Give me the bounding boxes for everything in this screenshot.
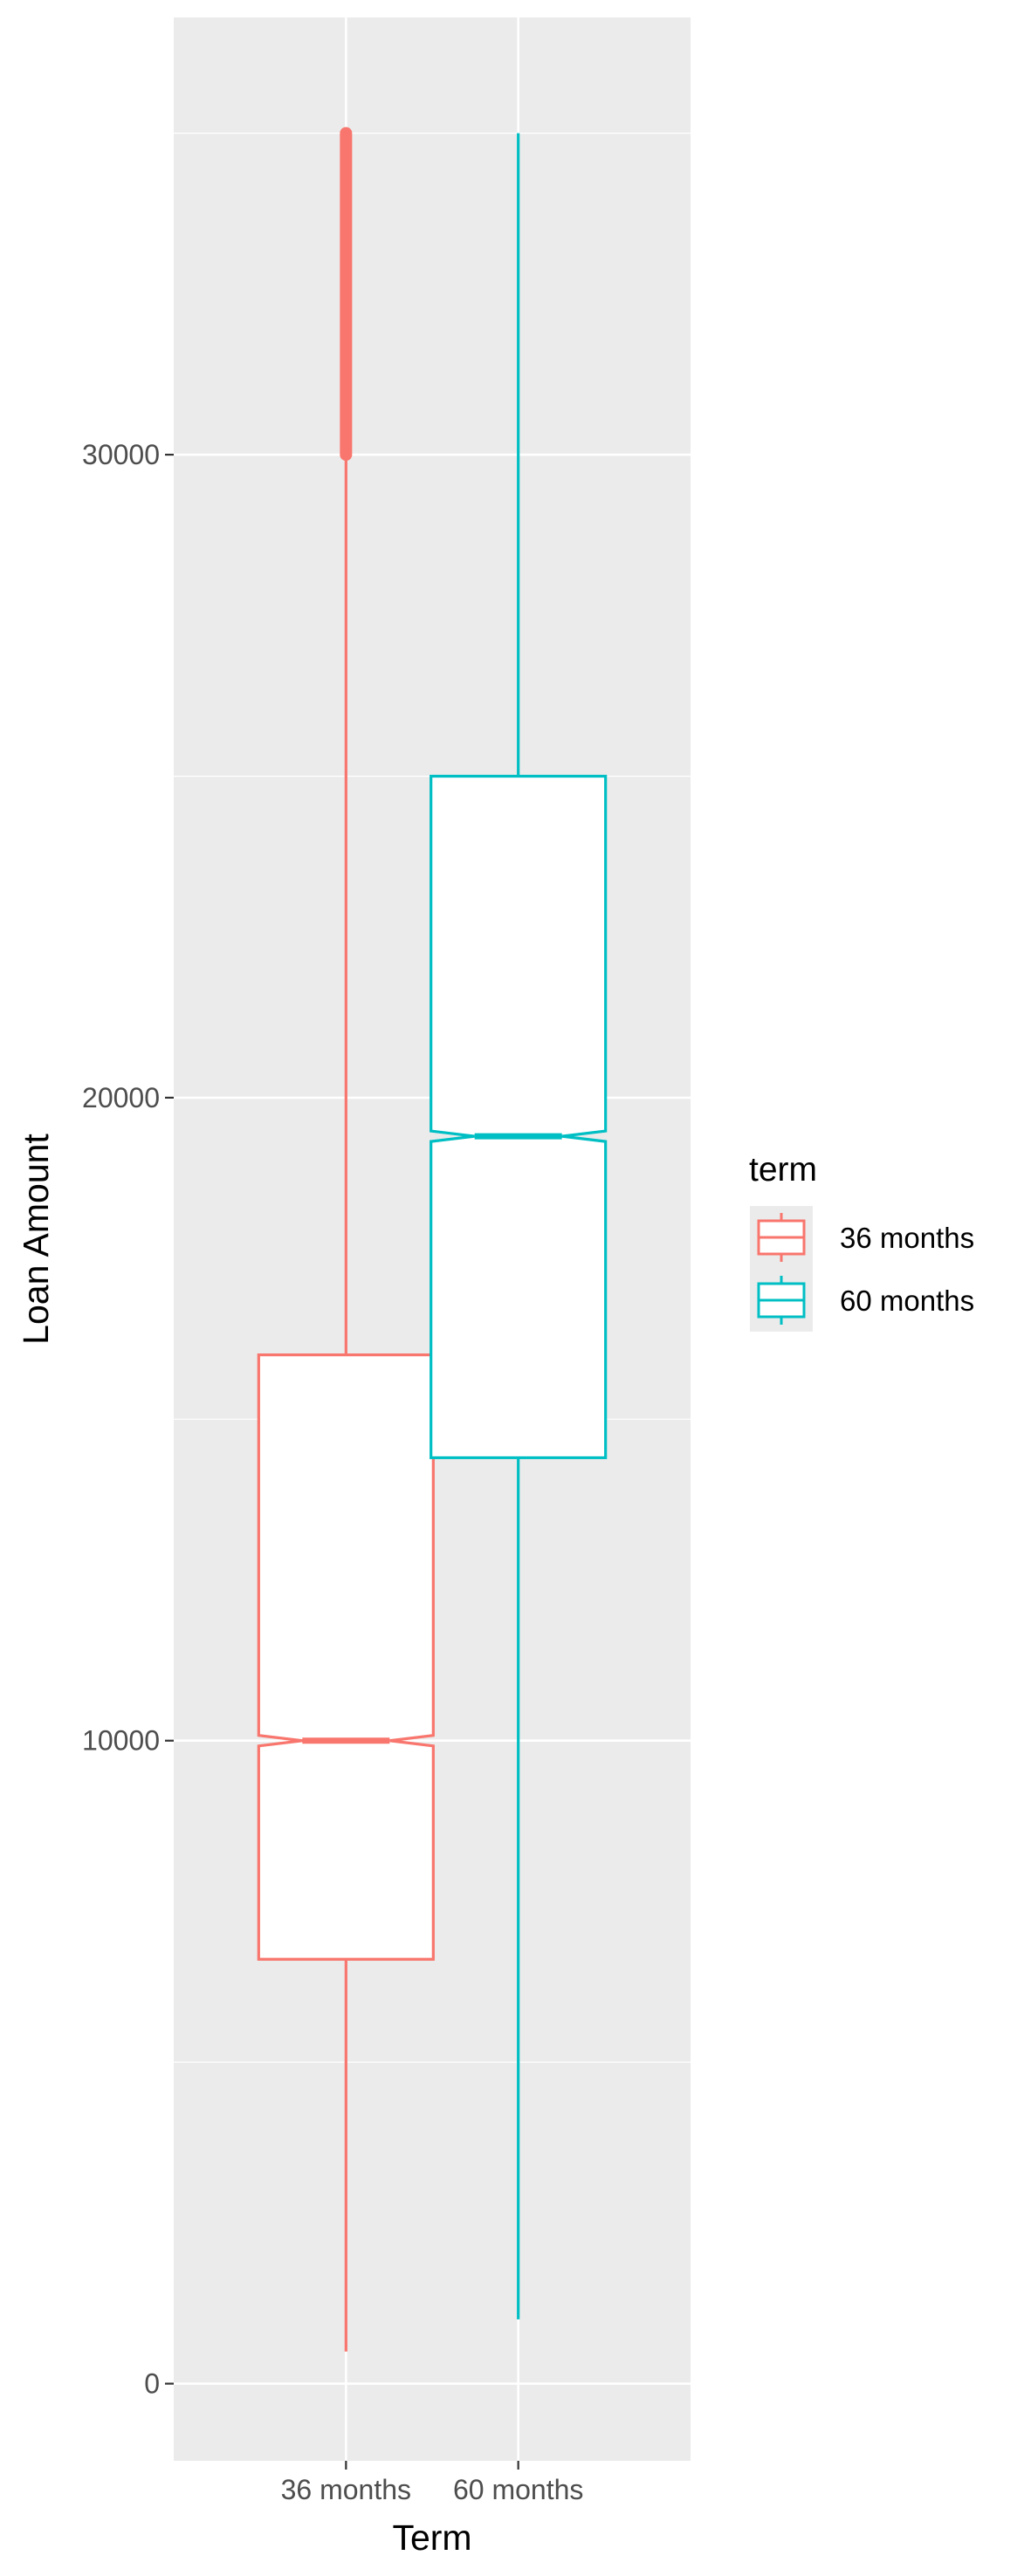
box-2 [430,133,608,2319]
box-1 [257,127,435,2352]
y-axis-title: Loan Amount [16,1134,56,1345]
box-body [257,1353,435,1961]
legend-item: 60 months [757,1276,974,1325]
legend-label: 36 months [840,1222,974,1254]
y-tick-label: 0 [144,2368,160,2400]
legend-item: 36 months [757,1213,974,1262]
outlier-points [340,127,353,462]
box-body [430,774,608,1460]
x-axis-title: Term [392,2518,471,2558]
x-tick-label: 36 months [281,2474,411,2505]
x-tick-label: 60 months [453,2474,583,2505]
x-axis: 36 months 60 months [281,2461,583,2505]
y-tick-label: 20000 [82,1082,160,1113]
legend-label: 60 months [840,1285,974,1317]
y-tick-label: 10000 [82,1725,160,1757]
y-tick-label: 30000 [82,439,160,470]
boxes [257,127,608,2352]
legend: term 36 months 60 months [749,1151,974,1332]
legend-title: term [749,1151,817,1189]
y-axis: 0 10000 20000 30000 [82,439,174,2400]
